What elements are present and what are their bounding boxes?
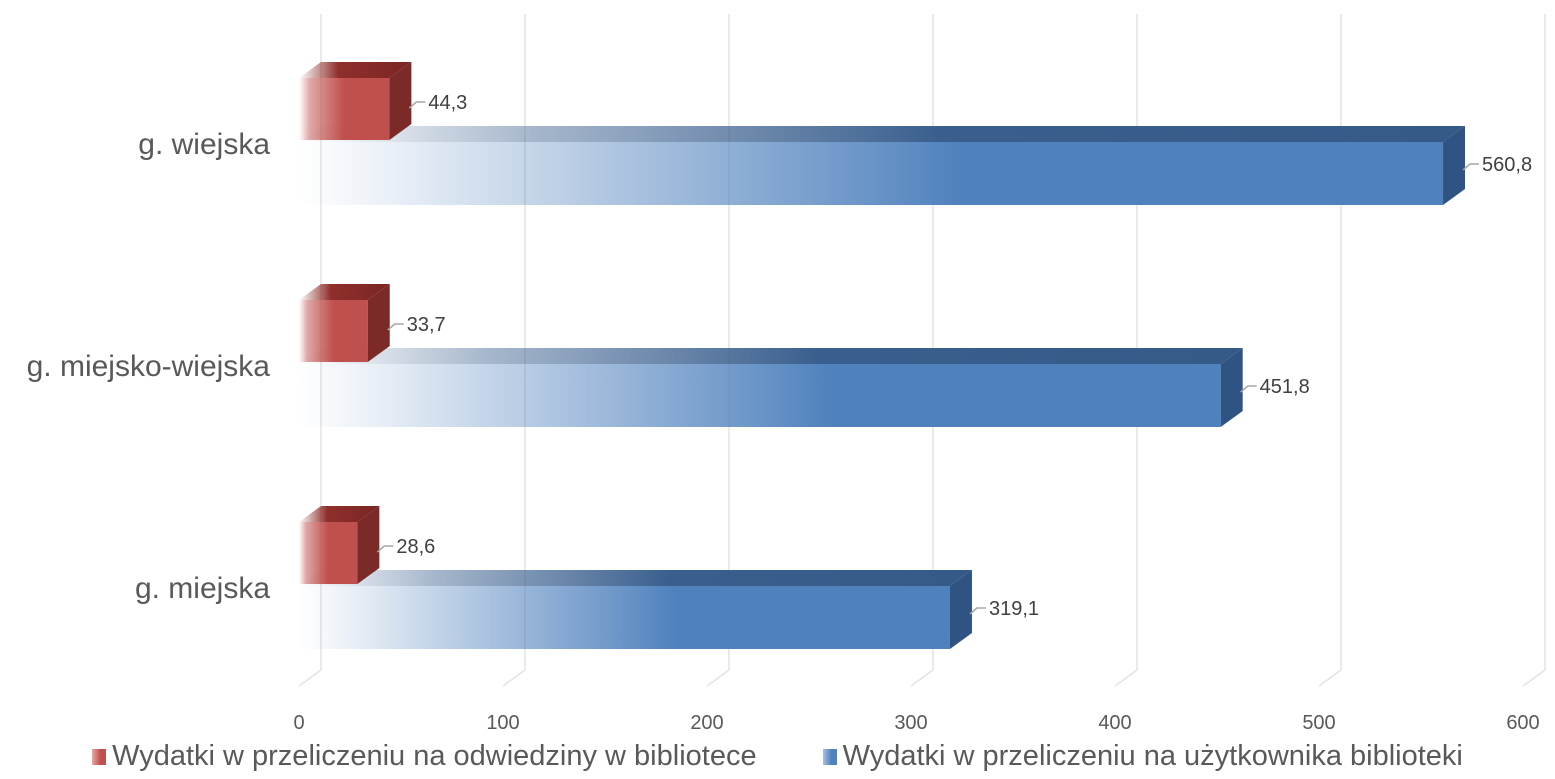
data-label-users: 560,8 [1482, 154, 1532, 176]
legend: Wydatki w przeliczeniu na odwiedziny w b… [0, 734, 1555, 779]
category-label: g. miejska [135, 572, 270, 605]
data-label-visits: 28,6 [396, 536, 435, 558]
bar-visits-1-side [367, 284, 390, 362]
bar-users-1-front [299, 364, 1221, 427]
bar-visits-1-front [299, 300, 368, 362]
bar-visits-0 [299, 62, 412, 140]
bar-users-1-top [299, 348, 1243, 364]
x-tick-label: 100 [486, 712, 519, 734]
x-tick-label: 0 [293, 712, 304, 734]
legend-label-users: Wydatki w przeliczeniu na użytkownika bi… [842, 740, 1463, 772]
category-axis: g. wiejska g. miejsko-wiejska g. miejska [27, 128, 271, 605]
data-label-users-leader [1240, 385, 1257, 393]
data-label-users: 319,1 [989, 598, 1039, 620]
gridline-floor [502, 669, 526, 687]
bar-visits-2 [299, 506, 380, 584]
bar-visits-1-top [299, 284, 390, 300]
bar-chart: 0 100 200 300 400 500 600 44,3 560,8 33,7 451,8 28… [27, 14, 1546, 734]
bar-users-0-top [299, 126, 1466, 142]
legend-label-visits: Wydatki w przeliczeniu na odwiedziny w b… [112, 740, 757, 772]
data-label-visits-leader [387, 323, 404, 331]
gridline-floor [298, 669, 322, 687]
gridline-floor [1522, 669, 1546, 687]
category-label: g. wiejska [138, 128, 270, 161]
bar-visits-2-top [299, 506, 380, 522]
legend-swatch-blue [822, 748, 837, 765]
x-tick-label: 600 [1506, 712, 1539, 734]
data-label-visits: 44,3 [428, 92, 467, 114]
bar-visits-0-front [299, 78, 390, 140]
bar-users-2-top [299, 570, 972, 586]
bar-users-0 [299, 126, 1466, 205]
legend-swatch-red [92, 748, 107, 765]
data-label-users-leader [1462, 163, 1480, 171]
gridline-floor [1318, 669, 1342, 687]
data-label-visits-leader [408, 101, 426, 109]
x-tick-label: 300 [894, 712, 927, 734]
bar-visits-1 [299, 284, 390, 362]
data-label-users-leader [969, 607, 986, 615]
data-label-visits-leader [376, 545, 394, 553]
bars: 44,3 560,8 33,7 451,8 28,6 319,1 [299, 62, 1532, 649]
bar-visits-2-front [299, 522, 358, 584]
category-label: g. miejsko-wiejska [27, 350, 271, 383]
bar-users-1-side [1220, 348, 1243, 427]
x-tick-label: 200 [690, 712, 723, 734]
bar-users-1 [299, 348, 1243, 427]
gridline-floor [910, 669, 934, 687]
legend-item-visits: Wydatki w przeliczeniu na odwiedziny w b… [92, 740, 757, 773]
x-tick-label: 400 [1098, 712, 1131, 734]
bar-users-2-side [949, 570, 972, 649]
x-tick-label: 500 [1302, 712, 1335, 734]
bar-visits-2-side [357, 506, 380, 584]
legend-item-users: Wydatki w przeliczeniu na użytkownika bi… [822, 740, 1463, 773]
data-label-users: 451,8 [1260, 376, 1310, 398]
bar-users-0-side [1443, 126, 1466, 205]
data-label-visits: 33,7 [407, 314, 446, 336]
bar-users-2-front [299, 586, 950, 649]
bar-users-0-front [299, 142, 1444, 205]
gridline-floor [1114, 669, 1138, 687]
gridlines [298, 14, 1546, 687]
bar-users-2 [299, 570, 972, 649]
gridline-floor [706, 669, 730, 687]
bar-visits-0-side [389, 62, 412, 140]
bar-visits-0-top [299, 62, 412, 78]
x-axis: 0 100 200 300 400 500 600 [293, 712, 1539, 734]
